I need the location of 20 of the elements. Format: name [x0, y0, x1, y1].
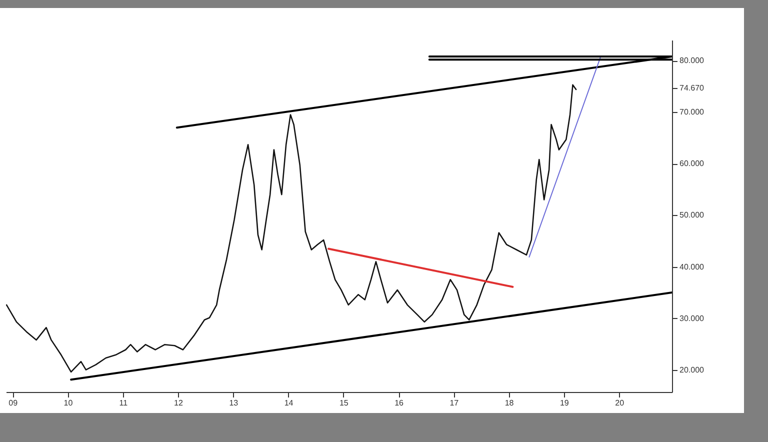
x-tick-label: 19	[560, 398, 570, 408]
x-tick-label: 10	[64, 398, 74, 408]
y-tick-label: 74.670	[680, 84, 705, 93]
y-tick-label: 60.000	[680, 159, 705, 168]
x-tick-label: 11	[119, 398, 128, 408]
x-tick-label: 16	[394, 398, 404, 408]
x-tick-label: 17	[450, 398, 460, 408]
y-tick-label: 80.000	[680, 56, 705, 66]
y-tick-label: 40.000	[680, 262, 705, 272]
y-tick-label: 50.000	[680, 210, 705, 220]
y-tick-label: 30.000	[680, 314, 705, 323]
x-tick-label: 09	[8, 398, 18, 408]
x-tick-label: 13	[229, 398, 239, 408]
y-tick-label: 20.000	[680, 365, 705, 374]
y-tick-label: 70.000	[680, 108, 705, 117]
x-tick-label: 18	[504, 398, 514, 408]
x-tick-label: 15	[339, 398, 349, 408]
x-tick-label: 14	[284, 398, 294, 408]
x-tick-label: 12	[174, 398, 184, 408]
x-tick-label: 20	[615, 398, 625, 408]
